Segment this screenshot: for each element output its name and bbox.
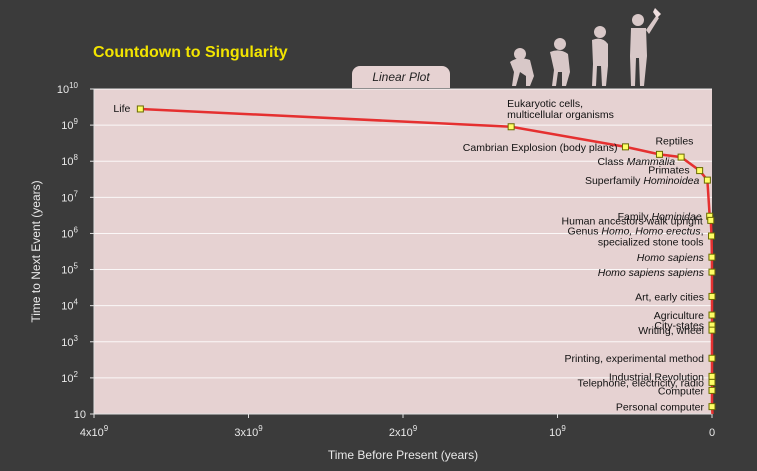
data-marker xyxy=(696,167,704,175)
data-label: Industrial Revolution xyxy=(609,371,704,383)
data-marker xyxy=(708,326,716,334)
data-label: Primates xyxy=(648,165,689,177)
data-label: specialized stone tools xyxy=(598,236,704,248)
data-marker xyxy=(655,150,663,158)
x-tick-label: 3x109 xyxy=(234,424,263,439)
data-label: Agriculture xyxy=(654,310,704,322)
data-label: City-states xyxy=(654,320,704,332)
data-label: Life xyxy=(113,103,130,115)
data-label: Computer xyxy=(658,385,705,397)
data-marker xyxy=(708,372,716,380)
data-label: Eukaryotic cells, xyxy=(507,98,583,110)
data-marker xyxy=(708,311,716,319)
data-marker xyxy=(708,253,716,261)
data-labels: Life Eukaryotic cells,multicellular organ… xyxy=(113,98,704,414)
data-label: Family Hominidae xyxy=(618,211,702,223)
data-label: Class Mammalia xyxy=(597,156,675,168)
data-label: Personal computer xyxy=(616,402,705,414)
data-marker xyxy=(708,268,716,276)
chart-title: Countdown to Singularity xyxy=(93,44,288,61)
data-marker xyxy=(708,292,716,300)
y-tick-label: 102 xyxy=(61,370,78,385)
x-tick-label: 2x109 xyxy=(389,424,418,439)
x-tick-label: 4x109 xyxy=(80,424,109,439)
y-axis-title: Time to Next Event (years) xyxy=(29,180,43,322)
y-tick-label: 1010 xyxy=(57,81,79,96)
data-label: Homo sapiens xyxy=(637,252,705,264)
data-label: Superfamily Hominoidea xyxy=(585,175,700,187)
y-tick-label: 105 xyxy=(61,262,78,277)
data-marker xyxy=(621,143,629,151)
data-marker xyxy=(708,232,716,240)
data-label: Art, early cities xyxy=(635,291,704,303)
data-marker xyxy=(136,105,144,113)
data-marker xyxy=(703,176,711,184)
data-label: Printing, experimental method xyxy=(564,353,704,365)
y-tick-label: 109 xyxy=(61,117,78,132)
data-marker xyxy=(677,153,685,161)
tick-labels: 1010 109 108 107 106 105 104 103 102 10 4x109 3x109… xyxy=(57,81,715,439)
y-tick-label: 106 xyxy=(61,225,78,240)
x-axis-title: Time Before Present (years) xyxy=(328,448,478,462)
y-tick-label: 107 xyxy=(61,189,78,204)
data-marker xyxy=(708,403,716,411)
y-tick-label: 10 xyxy=(74,409,86,421)
y-tick-label: 103 xyxy=(61,334,78,349)
data-label: Writing, wheel xyxy=(638,325,704,337)
data-label: multicellular organisms xyxy=(507,109,614,121)
data-label: Cambrian Explosion (body plans) xyxy=(463,142,618,154)
data-markers xyxy=(136,105,716,411)
data-label: Reptiles xyxy=(655,135,693,147)
evolution-figures-icon xyxy=(510,8,661,86)
data-label: Genus Homo, Homo erectus, xyxy=(568,225,704,237)
y-tick-label: 104 xyxy=(61,298,78,313)
data-marker xyxy=(708,354,716,362)
tab-linear-plot[interactable]: Linear Plot xyxy=(352,66,450,88)
x-tick-label: 109 xyxy=(549,424,566,439)
data-marker xyxy=(507,123,515,131)
data-marker xyxy=(707,216,715,224)
data-marker xyxy=(708,386,716,394)
x-tick-label: 0 xyxy=(709,427,715,439)
y-tick-label: 108 xyxy=(61,153,78,168)
data-marker xyxy=(708,378,716,386)
data-label: Homo sapiens sapiens xyxy=(598,267,705,279)
data-label: Human ancestors walk upright xyxy=(562,215,703,227)
data-label: Telephone, electricity, radio xyxy=(578,377,705,389)
plot-background xyxy=(94,89,712,414)
